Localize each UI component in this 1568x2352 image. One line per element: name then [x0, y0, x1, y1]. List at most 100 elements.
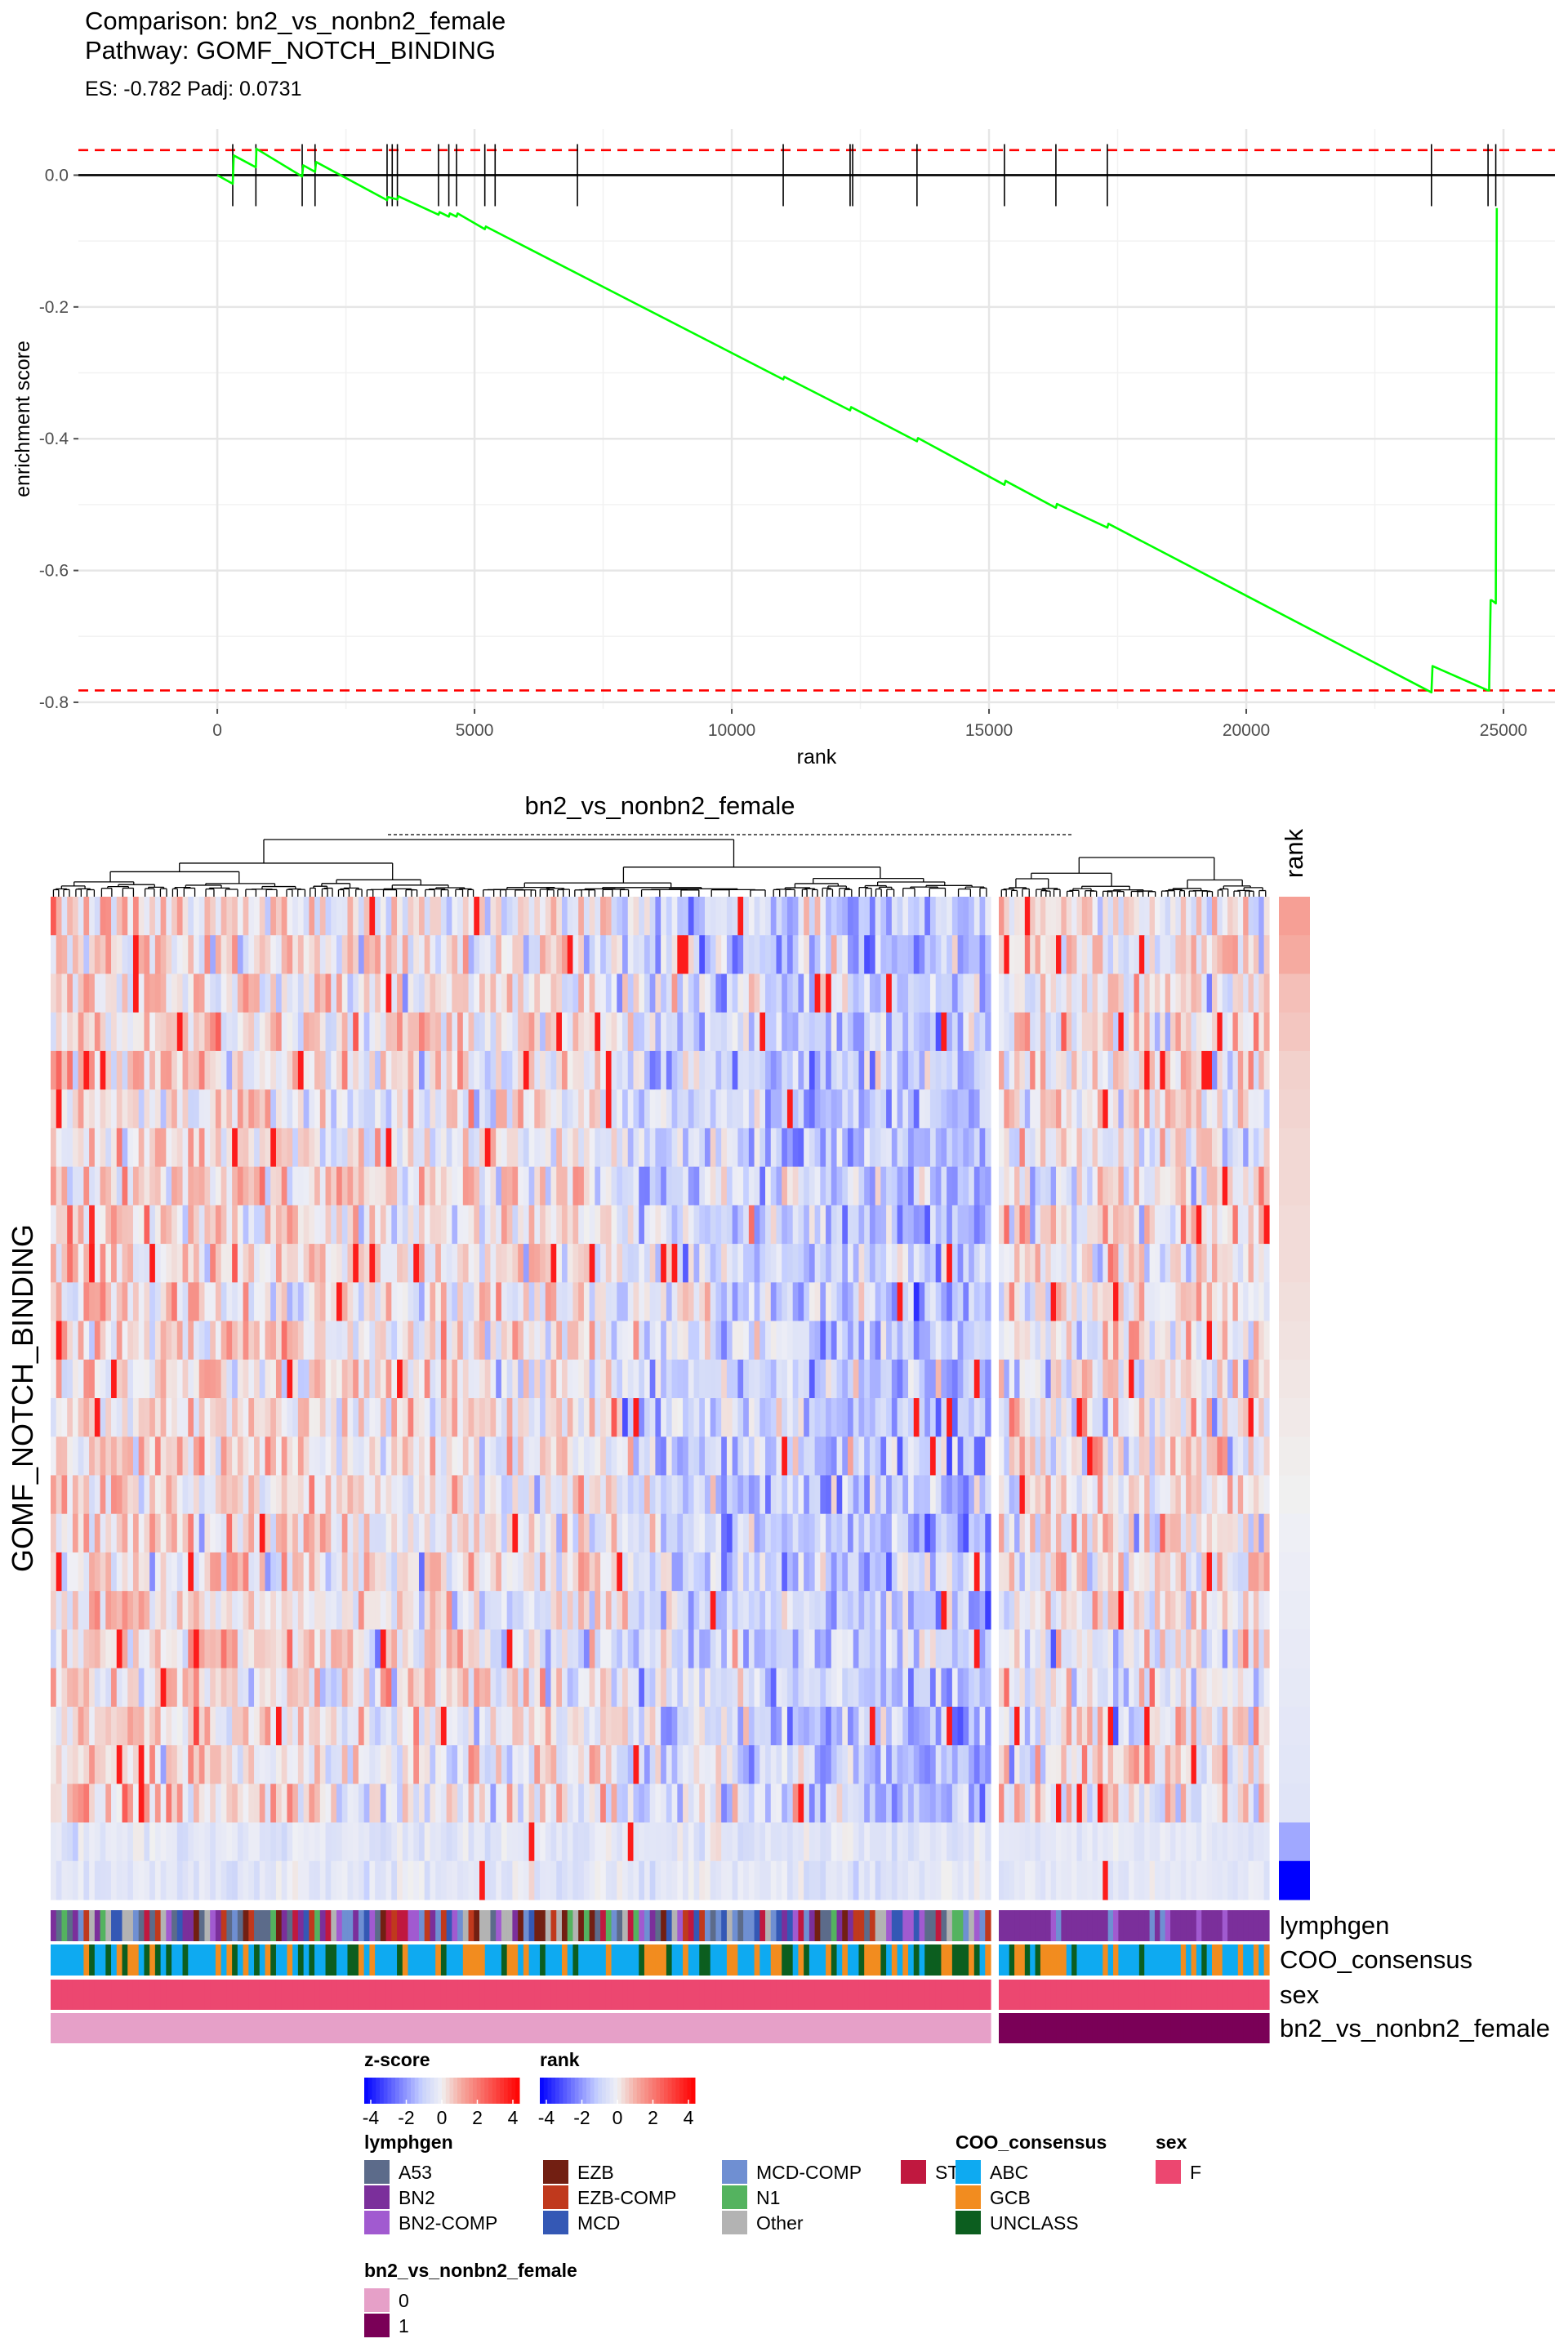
heatmap-cell [941, 1359, 947, 1399]
heatmap-cell [408, 1629, 414, 1669]
heatmap-cell [1004, 897, 1010, 936]
heatmap-cell [397, 1205, 403, 1245]
heatmap-cell [138, 1629, 145, 1669]
heatmap-cell [166, 1244, 172, 1283]
heatmap-cell [83, 1475, 90, 1515]
heatmap-cell [479, 1629, 486, 1669]
heatmap-cell [947, 1359, 953, 1399]
heatmap-cell [506, 1398, 513, 1437]
heatmap-cell [67, 1012, 74, 1052]
heatmap-cell [567, 1591, 574, 1630]
heatmap-cell [100, 973, 106, 1013]
heatmap-cell [655, 1321, 662, 1361]
heatmap-cell [265, 1321, 271, 1361]
heatmap-cell [671, 1050, 678, 1090]
heatmap-cell [501, 1012, 508, 1052]
heatmap-cell [226, 935, 233, 975]
heatmap-cell [160, 1012, 167, 1052]
heatmap-cell [913, 1050, 920, 1090]
heatmap-cell [1149, 1205, 1156, 1245]
heatmap-cell [194, 1591, 200, 1630]
heatmap-cell [969, 1128, 975, 1168]
heatmap-cell [1050, 973, 1057, 1013]
heatmap-cell [265, 1282, 271, 1322]
heatmap-cell [523, 1205, 530, 1245]
heatmap-cell [94, 1629, 101, 1669]
heatmap-cell [605, 1398, 612, 1437]
heatmap-cell [935, 1359, 942, 1399]
heatmap-cell [721, 897, 728, 936]
heatmap-cell [1258, 1282, 1265, 1322]
heatmap-cell [182, 973, 189, 1013]
heatmap-cell [237, 1629, 244, 1669]
heatmap-cell [1009, 973, 1015, 1013]
heatmap-cell [204, 1629, 211, 1669]
heatmap-cell [215, 1475, 222, 1515]
heatmap-cell [1092, 1050, 1098, 1090]
heatmap-cell [528, 1050, 535, 1090]
heatmap-cell [518, 1012, 524, 1052]
heatmap-cell [929, 1166, 937, 1206]
heatmap-cell [105, 973, 112, 1013]
heatmap-cell [188, 1552, 194, 1592]
heatmap-cell [578, 1012, 585, 1052]
heatmap-cell [875, 1128, 881, 1168]
heatmap-cell [72, 1552, 79, 1592]
heatmap-cell [836, 1050, 843, 1090]
heatmap-cell [677, 1629, 684, 1669]
heatmap-cell [424, 935, 431, 975]
heatmap-cell [671, 1513, 678, 1553]
heatmap-cell [385, 1244, 392, 1283]
heatmap-cell [1102, 1668, 1109, 1708]
heatmap-cell [325, 1050, 332, 1090]
heatmap-cell [413, 973, 420, 1013]
heatmap-cell [1243, 897, 1250, 936]
heatmap-cell [397, 1321, 403, 1361]
heatmap-cell [314, 935, 321, 975]
heatmap-cell [1035, 1475, 1041, 1515]
heatmap-cell [408, 1475, 414, 1515]
heatmap-cell [89, 1668, 96, 1708]
heatmap-cell [430, 973, 436, 1013]
heatmap-cell [457, 1398, 464, 1437]
heatmap-cell [853, 1668, 860, 1708]
heatmap-cell [1138, 1513, 1145, 1553]
heatmap-cell [259, 1552, 266, 1592]
heatmap-cell [1222, 1012, 1228, 1052]
heatmap-cell [1144, 1398, 1151, 1437]
heatmap-cell [633, 1050, 639, 1090]
heatmap-cell [1066, 1706, 1072, 1746]
heatmap-cell [1107, 973, 1114, 1013]
heatmap-cell [51, 1706, 57, 1746]
heatmap-cell [105, 1089, 112, 1129]
heatmap-cell [254, 1128, 261, 1168]
heatmap-cell [408, 1321, 414, 1361]
heatmap-cell [336, 1050, 343, 1090]
heatmap-cell [452, 1629, 458, 1669]
heatmap-cell [484, 935, 492, 975]
heatmap-cell [891, 1166, 898, 1206]
heatmap-cell [363, 1668, 370, 1708]
heatmap-cell [341, 1050, 349, 1090]
heatmap-cell [627, 1321, 635, 1361]
heatmap-cell [947, 1321, 953, 1361]
heatmap-cell [528, 1166, 535, 1206]
heatmap-cell [567, 1668, 574, 1708]
heatmap-cell [886, 1552, 893, 1592]
heatmap-cell [375, 1552, 381, 1592]
heatmap-cell [1170, 1166, 1177, 1206]
heatmap-cell [748, 1398, 755, 1437]
heatmap-cell [836, 1668, 843, 1708]
heatmap-cell [1263, 1513, 1270, 1553]
heatmap-cell [336, 1437, 343, 1477]
heatmap-cell [726, 1591, 733, 1630]
heatmap-cell [704, 1244, 711, 1283]
heatmap-cell [363, 1166, 370, 1206]
heatmap-cell [875, 1012, 881, 1052]
heatmap-cell [1165, 1166, 1171, 1206]
heatmap-cell [1061, 1359, 1067, 1399]
heatmap-cell [1118, 973, 1125, 1013]
heatmap-cell [853, 897, 860, 936]
heatmap-cell [83, 1706, 90, 1746]
heatmap-cell [913, 897, 920, 936]
